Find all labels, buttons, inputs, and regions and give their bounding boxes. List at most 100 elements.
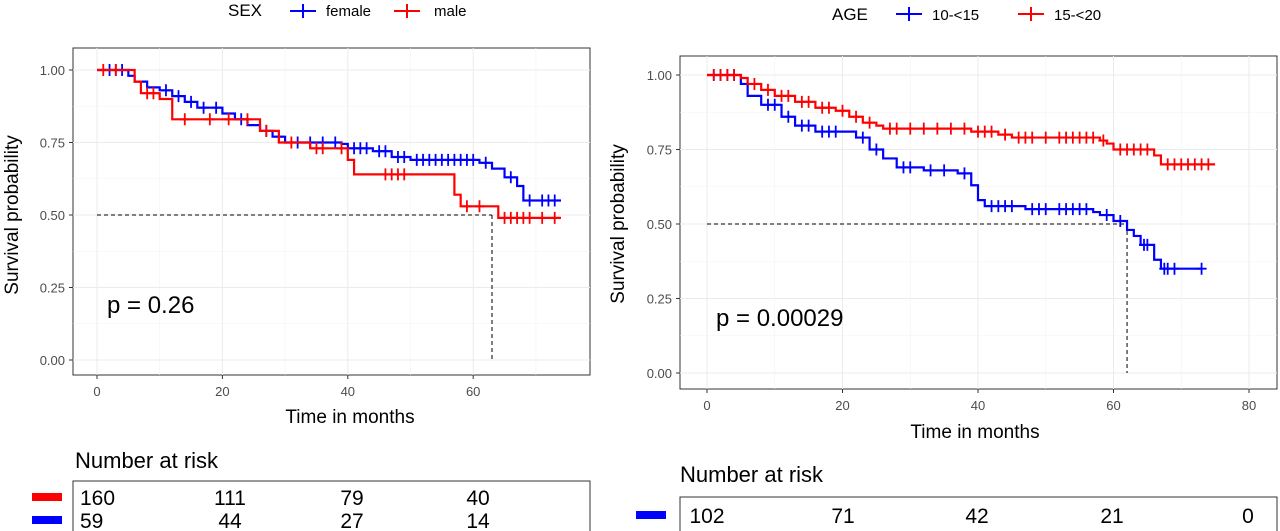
left-survival-curve-female [97,68,561,202]
left-x-tick-label: 20 [215,384,229,399]
right-censor-mark [1088,131,1099,144]
left-y-tick-label: 0.00 [40,353,65,368]
right-censor-mark [905,122,916,135]
left-censor-mark [160,84,171,97]
left-risk-row-color-key [32,516,62,524]
right-risk-count: 42 [965,505,988,528]
right-censor-mark [959,167,970,180]
left-plot-panel [72,47,591,376]
right-x-tick-label: 60 [1106,398,1120,413]
right-plot-area: 0.00 0.25 0.50 0.75 1.00 0 20 40 60 80 [647,56,1277,413]
right-censor-mark [830,125,841,138]
left-censor-mark [173,90,184,103]
left-censor-mark [179,113,190,126]
right-censor-mark [851,110,862,123]
right-censor-mark [939,164,950,177]
left-censor-mark [317,142,328,155]
right-legend-key-2 [1018,7,1044,21]
right-censor-mark [1006,200,1017,213]
left-censor-mark [336,142,347,155]
left-x-tick-label: 0 [93,384,100,399]
left-risk-count: 27 [340,510,363,531]
left-censor-mark [261,124,272,137]
right-y-tick-label: 1.00 [647,68,672,83]
left-y-tick-label: 0.25 [40,281,65,296]
right-censor-mark [1169,262,1180,275]
right-censor-mark [1142,143,1153,156]
left-survival-curve-male [97,68,561,219]
left-censor-mark [549,194,560,207]
left-risk-table-border [72,480,591,531]
left-censor-mark [211,101,222,114]
right-risk-count: 21 [1100,505,1123,528]
right-censor-mark [749,77,760,90]
right-censor-mark [905,161,916,174]
right-censor-mark [823,101,834,114]
left-censor-mark [399,151,410,163]
right-risk-table-border [679,496,1278,531]
left-censor-mark [399,168,410,181]
right-legend-key-1 [896,7,922,21]
right-risk-table: 102 71 42 21 0 [636,505,1254,528]
right-censor-mark [959,122,970,135]
left-censor-mark [242,113,253,126]
left-risk-row-color-key [32,493,62,501]
left-x-axis-title: Time in months [285,407,414,428]
right-y-tick-label: 0.00 [647,366,672,381]
left-censor-mark [505,171,516,184]
right-y-tick-label: 0.75 [647,143,672,158]
right-risk-count: 102 [689,505,724,528]
right-censor-mark [891,122,902,135]
right-censor-mark [1027,131,1038,144]
left-legend-key-1 [290,4,316,18]
right-risk-count: 0 [1242,505,1254,528]
right-y-tick-label: 0.50 [647,217,672,232]
left-censor-mark [461,200,472,213]
right-censor-mark [783,89,794,102]
left-censor-mark [361,142,372,155]
right-x-tick-label: 40 [971,398,985,413]
right-p-value: p = 0.00029 [716,305,843,332]
left-risk-count: 40 [466,487,489,510]
right-chart: AGE 10-<15 15-<20 Survival probability T… [608,5,1278,531]
right-censor-mark [1115,215,1126,228]
left-censor-mark [110,64,121,76]
right-censor-mark [729,69,740,81]
right-censor-mark [783,110,794,123]
left-risk-count: 44 [218,510,242,531]
right-censor-mark [857,131,868,144]
right-censor-mark [932,122,943,135]
right-x-tick-label: 20 [835,398,849,413]
right-censor-mark [945,122,956,135]
left-censor-mark [380,145,391,158]
left-risk-count: 79 [340,487,363,510]
left-x-tick-label: 60 [466,384,480,399]
right-censor-mark [918,122,929,135]
right-x-tick-label: 80 [1242,398,1256,413]
right-risk-table-title: Number at risk [680,462,824,487]
left-censor-mark [537,211,548,224]
left-risk-table: 160 111 79 40 59 44 27 14 [32,487,490,531]
left-chart: SEX female male Survival probability Tim… [2,1,591,531]
left-legend-label-1: female [326,3,371,20]
right-censor-mark [1142,238,1153,251]
right-risk-row-color-key [636,511,666,519]
left-censor-mark [204,113,215,126]
right-censor-mark [1203,158,1214,171]
left-censor-mark [223,113,234,126]
right-y-tick-label: 0.25 [647,292,672,307]
left-risk-count: 59 [80,510,103,531]
right-censor-mark [864,116,875,129]
left-y-tick-label: 0.75 [40,136,65,151]
left-censor-mark [98,64,109,76]
right-censor-mark [986,125,997,138]
left-risk-count: 14 [466,510,490,531]
left-risk-count: 160 [80,487,115,510]
left-risk-count: 111 [214,487,246,510]
right-risk-count: 71 [831,505,854,528]
left-legend-key-2 [394,4,420,18]
right-x-tick-label: 0 [703,398,710,413]
left-y-axis-title: Survival probability [2,135,23,295]
left-p-value: p = 0.26 [107,292,194,319]
